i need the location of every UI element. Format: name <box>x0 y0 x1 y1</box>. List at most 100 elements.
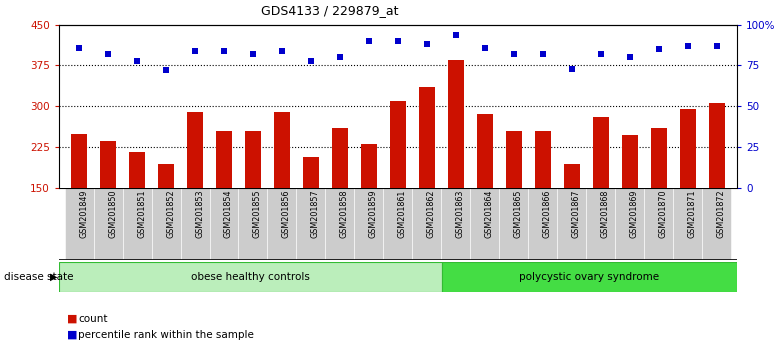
Point <box>391 38 405 44</box>
Text: GSM201862: GSM201862 <box>426 190 436 238</box>
Bar <box>59 262 442 292</box>
Text: GDS4133 / 229879_at: GDS4133 / 229879_at <box>260 4 398 17</box>
Point <box>449 32 462 38</box>
Bar <box>361 144 377 269</box>
Point <box>420 41 433 47</box>
Text: GSM201866: GSM201866 <box>543 190 552 238</box>
Bar <box>535 131 550 269</box>
Text: ■: ■ <box>67 330 77 339</box>
Point <box>478 45 491 50</box>
Point <box>594 51 607 57</box>
Text: GSM201868: GSM201868 <box>601 190 610 238</box>
Bar <box>622 135 637 269</box>
Bar <box>448 60 464 269</box>
Bar <box>499 188 528 260</box>
Bar <box>187 112 203 269</box>
Bar <box>702 188 731 260</box>
Bar <box>151 188 180 260</box>
Bar <box>296 188 325 260</box>
Point <box>160 68 172 73</box>
Point <box>102 51 114 57</box>
Text: GSM201858: GSM201858 <box>340 190 349 238</box>
Text: GSM201864: GSM201864 <box>485 190 494 238</box>
Text: GSM201853: GSM201853 <box>195 190 204 238</box>
Bar <box>644 188 673 260</box>
Bar <box>441 188 470 260</box>
Bar <box>673 188 702 260</box>
Bar <box>586 188 615 260</box>
Point <box>276 48 289 54</box>
Text: disease state: disease state <box>4 272 74 282</box>
Point <box>536 51 549 57</box>
Bar <box>93 188 122 260</box>
Bar <box>238 188 267 260</box>
Text: percentile rank within the sample: percentile rank within the sample <box>78 330 254 339</box>
Text: GSM201870: GSM201870 <box>659 190 668 238</box>
Bar <box>267 188 296 260</box>
Bar <box>390 101 406 269</box>
Bar <box>412 188 441 260</box>
Text: GSM201859: GSM201859 <box>369 190 378 239</box>
Bar <box>180 188 209 260</box>
Bar <box>470 188 499 260</box>
Text: GSM201872: GSM201872 <box>717 190 726 239</box>
Text: count: count <box>78 314 108 324</box>
Bar <box>442 262 737 292</box>
Point <box>218 48 230 54</box>
Bar <box>593 117 608 269</box>
Point <box>363 38 376 44</box>
Point <box>189 48 201 54</box>
Bar <box>557 188 586 260</box>
Point <box>305 58 318 63</box>
Text: obese healthy controls: obese healthy controls <box>191 272 310 282</box>
Bar <box>158 164 174 269</box>
Bar <box>274 112 290 269</box>
Text: GSM201849: GSM201849 <box>79 190 88 238</box>
Bar <box>209 188 238 260</box>
Point <box>710 43 723 49</box>
Bar <box>71 135 87 269</box>
Bar <box>245 131 261 269</box>
Bar <box>615 188 644 260</box>
Point <box>247 51 260 57</box>
Bar <box>64 188 93 260</box>
Point <box>334 55 347 60</box>
Text: polycystic ovary syndrome: polycystic ovary syndrome <box>520 272 659 282</box>
Bar <box>383 188 412 260</box>
Bar <box>709 103 724 269</box>
Point <box>73 45 85 50</box>
Bar <box>680 109 695 269</box>
Bar <box>419 87 435 269</box>
Bar <box>122 188 151 260</box>
Text: GSM201857: GSM201857 <box>311 190 320 239</box>
Text: GSM201871: GSM201871 <box>688 190 697 238</box>
Text: GSM201852: GSM201852 <box>166 190 175 239</box>
Bar <box>303 157 319 269</box>
Bar <box>528 188 557 260</box>
Text: GSM201861: GSM201861 <box>397 190 407 238</box>
Text: ■: ■ <box>67 314 77 324</box>
Bar <box>332 128 348 269</box>
Text: GSM201867: GSM201867 <box>572 190 581 238</box>
Point <box>652 46 665 52</box>
Text: GSM201869: GSM201869 <box>630 190 639 238</box>
Point <box>507 51 520 57</box>
Bar <box>477 114 493 269</box>
Text: GSM201854: GSM201854 <box>224 190 233 238</box>
Bar <box>325 188 354 260</box>
Text: GSM201855: GSM201855 <box>253 190 262 239</box>
Bar <box>100 142 116 269</box>
Bar <box>506 131 522 269</box>
Bar <box>564 164 579 269</box>
Point <box>565 66 578 72</box>
Text: GSM201863: GSM201863 <box>456 190 465 238</box>
Text: GSM201856: GSM201856 <box>282 190 291 238</box>
Text: GSM201851: GSM201851 <box>137 190 146 238</box>
Text: GSM201850: GSM201850 <box>108 190 117 238</box>
Bar <box>216 131 232 269</box>
Point <box>131 58 143 63</box>
Point <box>681 43 694 49</box>
Bar <box>129 152 145 269</box>
Text: GSM201865: GSM201865 <box>514 190 523 238</box>
Bar <box>651 128 666 269</box>
